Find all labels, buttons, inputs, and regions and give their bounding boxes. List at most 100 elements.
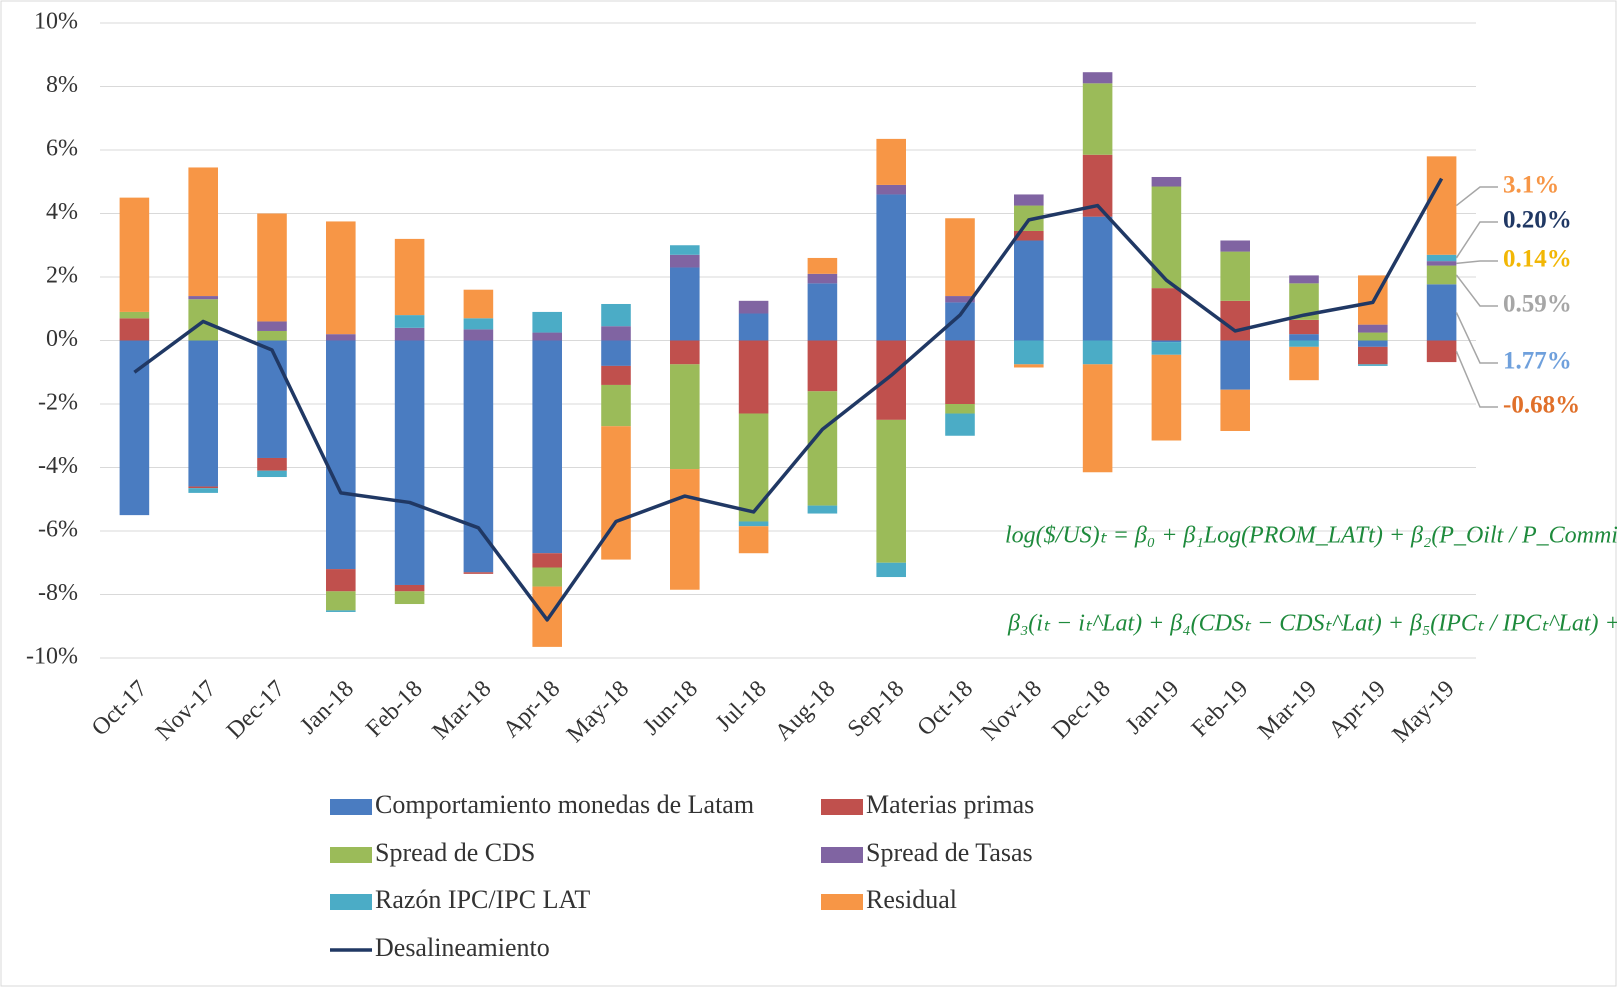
bar-segment	[188, 488, 218, 493]
bar-segment	[601, 384, 631, 427]
bar-segment	[1426, 340, 1457, 363]
bar-segment	[670, 254, 700, 268]
bar-segment	[326, 610, 356, 612]
x-tick-label: Dec-17	[222, 676, 290, 744]
bar-segment	[1082, 364, 1113, 473]
bar-segment	[670, 364, 700, 470]
y-tick-label: 4%	[46, 199, 78, 225]
y-tick-label: 8%	[46, 72, 78, 98]
x-tick-label: May-19	[1388, 676, 1460, 748]
legend-swatch	[821, 847, 863, 863]
x-tick-label: Feb-19	[1187, 676, 1253, 742]
bar-segment	[119, 197, 150, 312]
bar-segment	[326, 591, 356, 611]
bar-segment	[670, 469, 700, 590]
bar-segment	[807, 505, 838, 514]
bar-segment	[257, 340, 287, 458]
x-tick-label: Jul-18	[711, 676, 772, 737]
bar-segment	[394, 340, 425, 585]
bar-segment	[394, 315, 425, 328]
legend-swatch	[330, 847, 372, 863]
legend-label: Razón IPC/IPC LAT	[375, 885, 590, 914]
bar-segment	[807, 273, 838, 284]
bar-segment	[119, 318, 150, 341]
leader-line	[1455, 351, 1498, 408]
bar-segment	[601, 303, 631, 327]
bar-segment	[188, 340, 218, 487]
bar-segment	[532, 553, 562, 568]
bar-segment	[807, 391, 838, 506]
bar-segment	[876, 138, 906, 185]
x-tick-label: Jan-18	[295, 676, 359, 740]
bar-segment	[326, 340, 356, 570]
x-tick-label: Apr-18	[498, 676, 565, 743]
bar-segment	[945, 340, 975, 404]
bar-segment	[738, 413, 769, 522]
x-tick-label: Jan-19	[1121, 676, 1185, 740]
y-tick-label: -2%	[38, 390, 78, 416]
bar-segment	[945, 404, 975, 414]
value-label: 1.77%	[1503, 348, 1572, 375]
bar-segment	[1220, 300, 1250, 341]
bar-segment	[876, 340, 906, 420]
legend-label: Spread de Tasas	[866, 838, 1033, 867]
bar-segment	[394, 591, 425, 605]
bar-segment	[807, 340, 838, 392]
bar-segment	[1426, 265, 1457, 285]
y-tick-label: 2%	[46, 263, 78, 289]
bar-segment	[945, 296, 975, 303]
bar-segment	[463, 572, 494, 574]
bar-segment	[1358, 346, 1388, 365]
x-tick-label: Oct-18	[913, 676, 979, 742]
bar-segment	[945, 302, 975, 341]
bar-segment	[1358, 324, 1388, 333]
bar-segment	[1289, 346, 1319, 381]
bar-segment	[326, 221, 356, 335]
bar-segment	[257, 213, 287, 322]
value-label: 0.20%	[1503, 207, 1572, 234]
bar-segment	[1289, 334, 1319, 341]
bar-segment	[1082, 83, 1113, 155]
bar-segment	[876, 184, 906, 195]
leader-line	[1455, 274, 1498, 307]
bar-segment	[738, 340, 769, 414]
legend-label: Desalineamiento	[375, 933, 550, 962]
y-tick-label: -6%	[38, 517, 78, 543]
line-series	[133, 177, 1444, 622]
bar-segment	[394, 584, 425, 592]
bar-segment	[1014, 340, 1044, 365]
bar-segment	[601, 340, 631, 366]
bar-segment	[1151, 340, 1182, 343]
value-label: -0.68%	[1503, 392, 1580, 419]
bar-segment	[394, 327, 425, 341]
bar-segment	[463, 340, 494, 573]
bar-segment	[670, 267, 700, 341]
legend-label: Materias primas	[866, 790, 1034, 819]
legend-swatch	[330, 894, 372, 910]
bar-segment	[876, 194, 906, 341]
bar-segment	[670, 245, 700, 255]
bar-segment	[119, 311, 150, 319]
bar-segment	[463, 289, 494, 319]
legend-label: Spread de CDS	[375, 838, 535, 867]
value-label: 3.1%	[1503, 172, 1559, 199]
bar-segment	[945, 218, 975, 297]
bar-segment	[532, 340, 562, 554]
bar-segment	[1289, 319, 1319, 335]
bar-segment	[326, 334, 356, 341]
bar-segment	[188, 486, 218, 489]
bar-segment	[257, 457, 287, 471]
bar-segment	[532, 586, 562, 647]
x-tick-label: Apr-19	[1324, 676, 1391, 743]
bar-segment	[1082, 216, 1113, 341]
y-tick-label: -10%	[26, 644, 78, 670]
bar-segment	[1220, 340, 1250, 390]
bar-segment	[1426, 254, 1457, 262]
bar-segment	[876, 419, 906, 563]
bar-segment	[188, 296, 218, 300]
y-tick-label: 0%	[46, 326, 78, 352]
x-tick-label: Sep-18	[843, 676, 909, 742]
bar-segment	[1289, 340, 1319, 347]
x-tick-label: Mar-19	[1253, 676, 1322, 745]
